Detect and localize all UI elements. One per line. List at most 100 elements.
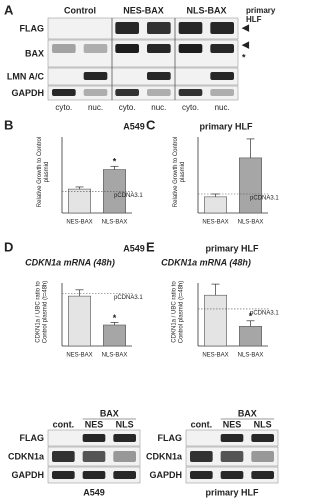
blot-band — [82, 471, 106, 479]
row-label: LMN A/C — [7, 71, 45, 81]
significance: * — [113, 313, 117, 323]
blot-band — [178, 89, 203, 96]
row-label: FLAG — [20, 433, 45, 443]
row-label: BAX — [25, 48, 44, 58]
blot-band — [210, 89, 234, 96]
blot-band — [147, 89, 171, 96]
blot-band — [210, 22, 234, 34]
blot-band — [82, 434, 106, 442]
blot-strip — [47, 17, 239, 40]
chart-title: A549 — [123, 121, 145, 131]
blot-band — [251, 451, 274, 462]
reference-label: pCDNA3.1 — [114, 193, 143, 199]
cell-line: A549 — [83, 487, 105, 497]
row-label: GAPDH — [149, 470, 182, 480]
panel-label: B — [4, 117, 13, 132]
lane-label: cont. — [191, 419, 213, 429]
x-tick-label: NES-BAX — [66, 353, 92, 359]
bar — [204, 196, 228, 214]
lane-label: NES — [85, 419, 104, 429]
lane-label: cont. — [53, 419, 75, 429]
bar — [68, 295, 92, 347]
blot-band — [113, 434, 136, 442]
lane-label: NES — [223, 419, 242, 429]
row-label: GAPDH — [11, 88, 44, 98]
blot-strip — [47, 85, 239, 101]
lane-label: cyto. — [182, 103, 199, 112]
reference-label: pCDNA3.1 — [114, 295, 143, 301]
blot-band — [82, 451, 106, 462]
blot-band — [52, 451, 75, 462]
x-tick-label: NLS-BAX — [102, 353, 128, 359]
x-tick-label: NES-BAX — [66, 220, 92, 226]
reference-label: pCDNA3.1 — [250, 311, 279, 317]
y-axis-label: Relative Growth to Control plasmid — [37, 136, 50, 208]
row-label: CDKN1a — [146, 451, 183, 461]
chart-title: primary HLF — [205, 243, 259, 253]
cell-line: primary HLF — [205, 487, 259, 497]
blot-band — [190, 471, 213, 479]
panel-label: C — [146, 117, 156, 132]
blot-band — [178, 22, 203, 34]
blot-band — [251, 434, 274, 442]
blot-strip — [47, 39, 239, 68]
chart-title: A549 — [123, 243, 145, 253]
y-axis-label: CDKN1a / UBC ratio to Control plasmid (t… — [171, 280, 184, 343]
x-tick-label: NLS-BAX — [238, 353, 264, 359]
chart-title: primary HLF — [199, 121, 253, 131]
blot-band — [190, 451, 213, 462]
blot-band — [210, 44, 234, 53]
group-label: BAX — [100, 408, 119, 418]
row-label: FLAG — [20, 23, 45, 33]
lane-label: NLS — [254, 419, 272, 429]
blot-band — [147, 22, 171, 34]
blot-band — [52, 89, 76, 96]
bar — [103, 324, 127, 347]
row-label: GAPDH — [11, 470, 44, 480]
blot-band — [52, 44, 76, 53]
blot-band — [210, 72, 234, 80]
blot-band — [83, 44, 108, 53]
blot-strip — [47, 67, 239, 86]
lane-label: cyto. — [55, 103, 72, 112]
blot-band — [83, 89, 108, 96]
panel-label: D — [4, 239, 13, 254]
band-marker: ◀ — [241, 39, 250, 49]
panel-label: A — [4, 2, 14, 17]
blot-band — [113, 471, 136, 479]
bar — [204, 294, 228, 347]
blot-band — [251, 471, 274, 479]
lane-label: nuc. — [151, 103, 166, 112]
lane-label: NLS — [116, 419, 134, 429]
column-header: NES-BAX — [123, 5, 164, 15]
blot-band — [52, 471, 75, 479]
blot-band — [115, 89, 139, 96]
blot-band — [115, 44, 139, 53]
bar — [239, 157, 263, 214]
column-header: Control — [64, 5, 96, 15]
x-tick-label: NLS-BAX — [102, 220, 128, 226]
significance: * — [113, 157, 117, 167]
column-header: NLS-BAX — [187, 5, 227, 15]
blot-band — [220, 451, 244, 462]
blot-band — [83, 72, 108, 80]
panel-label: E — [146, 239, 155, 254]
row-label: FLAG — [158, 433, 183, 443]
x-tick-label: NLS-BAX — [238, 220, 264, 226]
reference-label: pCDNA3.1 — [250, 196, 279, 202]
chart-subtitle: CDKN1a mRNA (48h) — [25, 257, 115, 267]
blot-band — [115, 22, 139, 34]
lane-label: nuc. — [88, 103, 103, 112]
blot-band — [220, 434, 244, 442]
figure: A Control NES-BAX NLS-BAX FLAG BAX LMN A/C GAPD… — [4, 2, 280, 498]
chart-subtitle: CDKN1a mRNA (48h) — [161, 257, 251, 267]
y-axis-label: CDKN1a / UBC ratio to Control plasmid (t… — [35, 280, 48, 343]
lane-label: nuc. — [215, 103, 230, 112]
group-label: BAX — [238, 408, 257, 418]
row-label: CDKN1a — [8, 451, 45, 461]
x-tick-label: NES-BAX — [202, 353, 228, 359]
bar — [68, 188, 92, 214]
bar — [239, 326, 263, 347]
x-tick-label: NES-BAX — [202, 220, 228, 226]
band-marker: ◀ — [241, 22, 250, 32]
